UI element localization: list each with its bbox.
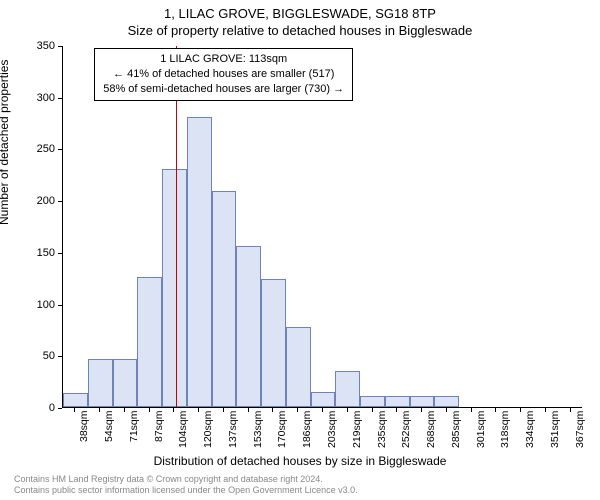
x-tick-mark: [520, 408, 521, 412]
histogram-bar: [335, 371, 360, 407]
histogram-bar: [286, 327, 311, 407]
histogram-bar: [410, 396, 435, 407]
x-tick-label: 104sqm: [177, 410, 189, 447]
y-tick-mark: [58, 149, 62, 150]
histogram-bar: [187, 117, 212, 407]
annotation-box: 1 LILAC GROVE: 113sqm← 41% of detached h…: [94, 48, 353, 101]
footer-line-2: Contains public sector information licen…: [14, 485, 358, 496]
x-tick-mark: [149, 408, 150, 412]
x-tick-label: 38sqm: [78, 410, 90, 442]
x-axis-label: Distribution of detached houses by size …: [0, 454, 600, 468]
annotation-line-2: ← 41% of detached houses are smaller (51…: [103, 67, 344, 82]
chart-title-main: 1, LILAC GROVE, BIGGLESWADE, SG18 8TP: [0, 6, 600, 21]
histogram-bar: [360, 396, 385, 407]
x-tick-mark: [347, 408, 348, 412]
x-tick-label: 170sqm: [276, 410, 288, 447]
x-tick-mark: [198, 408, 199, 412]
histogram-bar: [434, 396, 459, 407]
x-tick-label: 285sqm: [450, 410, 462, 447]
y-axis-label: Number of detached properties: [0, 60, 11, 225]
x-tick-label: 301sqm: [475, 410, 487, 447]
y-tick-label: 300: [15, 92, 55, 104]
y-tick-mark: [58, 46, 62, 47]
x-tick-label: 334sqm: [524, 410, 536, 447]
x-tick-mark: [570, 408, 571, 412]
x-tick-mark: [223, 408, 224, 412]
histogram-bar: [137, 277, 162, 407]
footer-attribution: Contains HM Land Registry data © Crown c…: [14, 474, 358, 496]
y-tick-label: 50: [15, 350, 55, 362]
annotation-line-3: 58% of semi-detached houses are larger (…: [103, 82, 344, 97]
x-tick-mark: [248, 408, 249, 412]
histogram-bar: [113, 359, 138, 407]
y-tick-mark: [58, 408, 62, 409]
x-tick-label: 153sqm: [252, 410, 264, 447]
histogram-bar: [88, 359, 113, 407]
x-tick-label: 54sqm: [103, 410, 115, 442]
footer-line-1: Contains HM Land Registry data © Crown c…: [14, 474, 358, 485]
annotation-line-1: 1 LILAC GROVE: 113sqm: [103, 52, 344, 67]
histogram-bar: [236, 246, 261, 407]
x-tick-mark: [322, 408, 323, 412]
histogram-bar: [212, 191, 237, 407]
y-tick-mark: [58, 305, 62, 306]
x-tick-mark: [99, 408, 100, 412]
x-tick-label: 87sqm: [153, 410, 165, 442]
x-tick-label: 367sqm: [574, 410, 586, 447]
x-tick-mark: [124, 408, 125, 412]
histogram-bar: [261, 279, 286, 407]
histogram-bar: [162, 169, 187, 407]
x-tick-label: 235sqm: [376, 410, 388, 447]
y-tick-label: 0: [15, 402, 55, 414]
x-tick-mark: [272, 408, 273, 412]
x-tick-label: 252sqm: [400, 410, 412, 447]
x-tick-mark: [396, 408, 397, 412]
y-tick-mark: [58, 98, 62, 99]
y-tick-label: 200: [15, 195, 55, 207]
x-tick-label: 120sqm: [202, 410, 214, 447]
x-tick-label: 318sqm: [499, 410, 511, 447]
x-tick-label: 219sqm: [351, 410, 363, 447]
x-tick-mark: [471, 408, 472, 412]
histogram-bar: [385, 396, 410, 407]
x-tick-mark: [495, 408, 496, 412]
chart-title-sub: Size of property relative to detached ho…: [0, 23, 600, 38]
y-tick-label: 150: [15, 247, 55, 259]
x-tick-mark: [74, 408, 75, 412]
y-tick-mark: [58, 201, 62, 202]
histogram-bar: [311, 392, 336, 408]
chart-container: { "chart": { "type": "histogram", "title…: [0, 0, 600, 500]
x-tick-mark: [372, 408, 373, 412]
x-tick-mark: [446, 408, 447, 412]
x-tick-mark: [297, 408, 298, 412]
y-tick-label: 350: [15, 40, 55, 52]
x-tick-mark: [173, 408, 174, 412]
y-tick-mark: [58, 253, 62, 254]
y-tick-label: 100: [15, 299, 55, 311]
x-tick-mark: [545, 408, 546, 412]
x-tick-label: 203sqm: [326, 410, 338, 447]
histogram-bar: [63, 393, 88, 407]
x-tick-label: 71sqm: [128, 410, 140, 442]
x-tick-label: 268sqm: [425, 410, 437, 447]
x-tick-mark: [421, 408, 422, 412]
y-tick-mark: [58, 356, 62, 357]
y-tick-label: 250: [15, 143, 55, 155]
x-tick-label: 351sqm: [549, 410, 561, 447]
x-tick-label: 137sqm: [227, 410, 239, 447]
x-tick-label: 186sqm: [301, 410, 313, 447]
